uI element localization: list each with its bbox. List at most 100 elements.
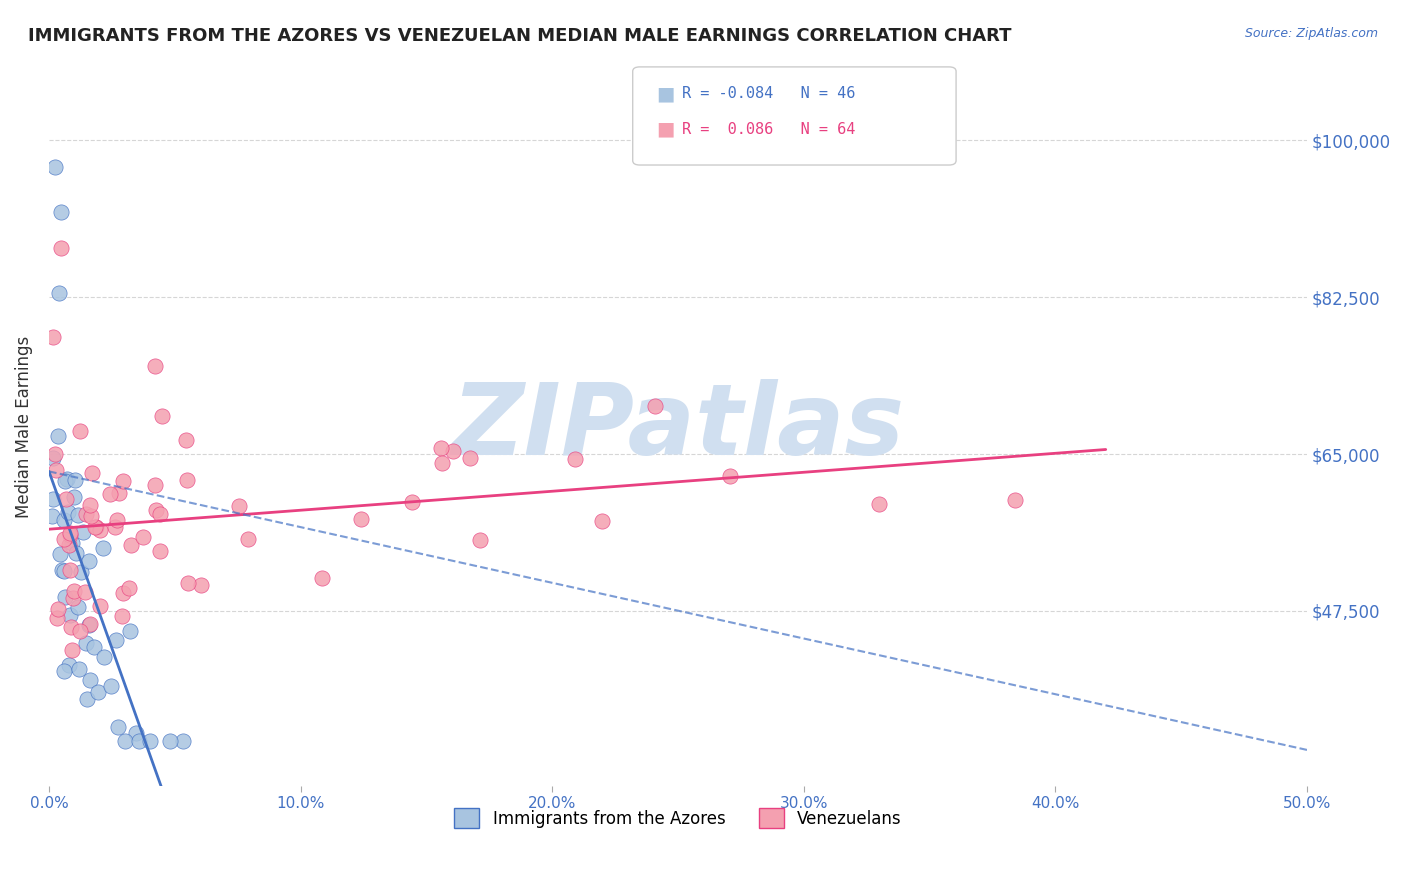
Text: IMMIGRANTS FROM THE AZORES VS VENEZUELAN MEDIAN MALE EARNINGS CORRELATION CHART: IMMIGRANTS FROM THE AZORES VS VENEZUELAN… [28,27,1012,45]
Text: ZIPatlas: ZIPatlas [451,378,904,475]
Venezuelans [430,456,453,470]
Immigrants from the Azores [128,734,150,748]
Venezuelans [112,586,135,600]
Venezuelans [470,533,492,548]
Venezuelans [644,399,666,413]
Venezuelans [1004,492,1026,507]
Venezuelans [718,469,741,483]
Immigrants from the Azores [159,734,181,748]
Venezuelans [228,500,250,514]
Immigrants from the Azores [51,563,73,577]
Immigrants from the Azores [62,490,84,504]
Immigrants from the Azores [79,673,101,688]
Venezuelans [55,491,77,506]
Venezuelans [69,624,91,638]
Immigrants from the Azores [49,547,72,561]
Immigrants from the Azores [52,564,75,578]
Immigrants from the Azores [60,536,83,550]
Legend: Immigrants from the Azores, Venezuelans: Immigrants from the Azores, Venezuelans [447,801,908,835]
Immigrants from the Azores [67,662,90,676]
Venezuelans [75,508,97,522]
Immigrants from the Azores [56,472,79,486]
Venezuelans [107,513,129,527]
Immigrants from the Azores [83,640,105,654]
Immigrants from the Azores [53,664,76,678]
Venezuelans [62,591,84,606]
Venezuelans [111,474,134,488]
Immigrants from the Azores [48,285,70,300]
Venezuelans [80,509,103,524]
Immigrants from the Azores [44,160,66,174]
Venezuelans [564,451,586,466]
Venezuelans [79,617,101,632]
Immigrants from the Azores [77,553,100,567]
Venezuelans [143,359,166,373]
Venezuelans [118,581,141,595]
Text: Source: ZipAtlas.com: Source: ZipAtlas.com [1244,27,1378,40]
Venezuelans [89,524,111,538]
Venezuelans [63,584,86,599]
Venezuelans [174,434,197,448]
Immigrants from the Azores [65,474,87,488]
Venezuelans [75,585,97,599]
Text: ■: ■ [657,84,675,103]
Immigrants from the Azores [66,599,89,614]
Venezuelans [401,494,423,508]
Venezuelans [84,520,107,534]
Immigrants from the Azores [139,734,162,748]
Venezuelans [59,526,82,541]
Venezuelans [868,497,890,511]
Venezuelans [591,514,613,528]
Venezuelans [79,498,101,512]
Venezuelans [458,450,481,465]
Immigrants from the Azores [75,636,97,650]
Venezuelans [89,599,111,613]
Venezuelans [45,611,67,625]
Venezuelans [44,447,66,461]
Immigrants from the Azores [49,205,72,219]
Venezuelans [60,619,83,633]
Immigrants from the Azores [42,491,65,506]
Immigrants from the Azores [100,680,122,694]
Immigrants from the Azores [70,566,93,580]
Venezuelans [143,477,166,491]
Immigrants from the Azores [41,509,63,524]
Immigrants from the Azores [104,633,127,648]
Venezuelans [58,538,80,552]
Venezuelans [98,487,121,501]
Venezuelans [190,578,212,592]
Text: R =  0.086   N = 64: R = 0.086 N = 64 [682,122,855,136]
Immigrants from the Azores [125,725,148,739]
Venezuelans [49,241,72,255]
Immigrants from the Azores [87,685,110,699]
Venezuelans [430,441,453,455]
Immigrants from the Azores [59,607,82,622]
Venezuelans [84,520,107,534]
Venezuelans [82,467,104,481]
Venezuelans [350,512,373,526]
Venezuelans [46,602,69,616]
Venezuelans [60,643,83,657]
Immigrants from the Azores [55,590,77,604]
Venezuelans [104,520,127,534]
Venezuelans [42,330,65,344]
Immigrants from the Azores [118,624,141,638]
Immigrants from the Azores [79,618,101,632]
Venezuelans [150,409,173,424]
Venezuelans [148,508,170,522]
Text: R = -0.084   N = 46: R = -0.084 N = 46 [682,87,855,101]
Venezuelans [59,563,82,577]
Venezuelans [59,528,82,542]
Text: ■: ■ [657,120,675,139]
Venezuelans [145,503,167,517]
Venezuelans [69,424,91,438]
Immigrants from the Azores [65,546,87,560]
Y-axis label: Median Male Earnings: Median Male Earnings [15,336,32,518]
Immigrants from the Azores [172,734,194,748]
Venezuelans [108,486,131,500]
Venezuelans [131,531,153,545]
Immigrants from the Azores [53,474,76,488]
Immigrants from the Azores [72,524,94,539]
Immigrants from the Azores [42,451,65,466]
Immigrants from the Azores [58,658,80,673]
